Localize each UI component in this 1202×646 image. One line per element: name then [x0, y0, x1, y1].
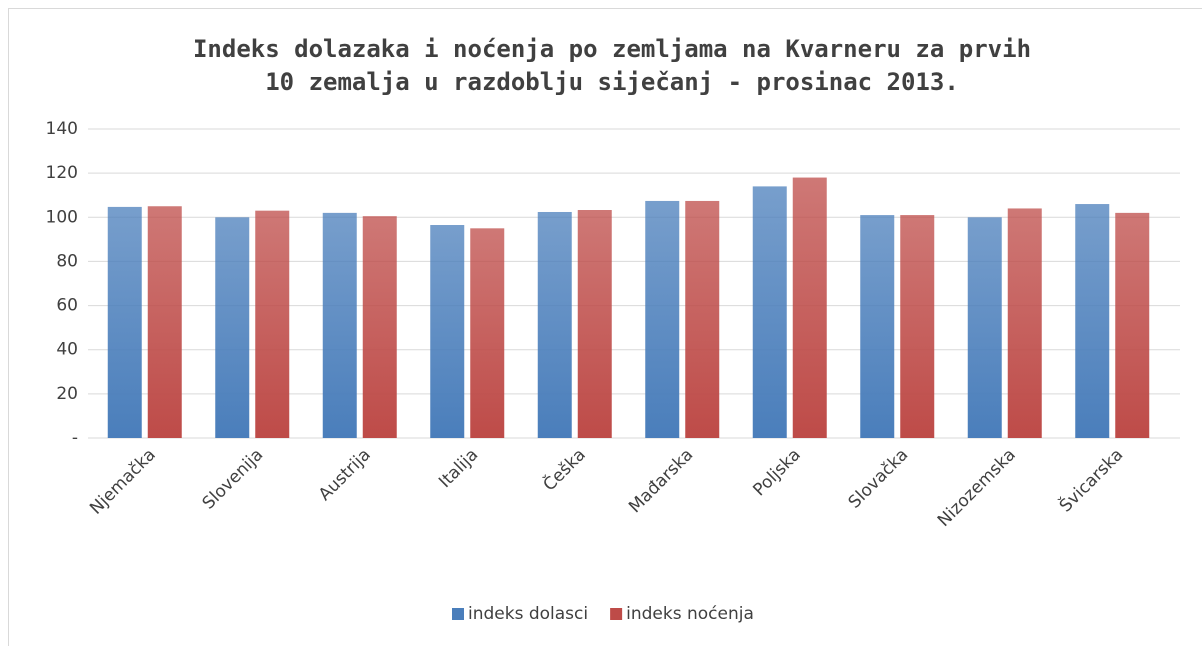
bar — [967, 217, 1002, 438]
bar — [470, 228, 505, 438]
y-tick-label: - — [72, 428, 78, 448]
x-tick-label: Češka — [538, 444, 590, 496]
x-tick-label: Poljska — [749, 445, 804, 500]
y-tick-label: 120 — [46, 163, 78, 183]
x-tick-label: Italija — [435, 445, 482, 492]
chart-title: 10 zemalja u razdoblju siječanj - prosin… — [265, 68, 959, 96]
y-tick-label: 140 — [46, 119, 78, 139]
bar — [860, 215, 895, 438]
legend-label: indeks noćenja — [626, 604, 754, 624]
y-tick-label: 60 — [56, 296, 78, 316]
legend-swatch — [452, 608, 464, 620]
y-tick-label: 40 — [56, 340, 78, 360]
x-tick-label: Mađarska — [625, 445, 697, 517]
bar — [362, 216, 397, 438]
bar — [577, 210, 612, 438]
bar — [900, 215, 935, 438]
chart-title: Indeks dolazaka i noćenja po zemljama na… — [193, 35, 1031, 63]
bar — [215, 217, 250, 438]
bar — [1115, 212, 1150, 438]
bar — [685, 200, 720, 438]
bar — [107, 206, 142, 438]
y-tick-label: 20 — [56, 384, 78, 404]
x-tick-label: Slovenija — [199, 445, 268, 514]
y-tick-label: 80 — [56, 251, 78, 271]
bar — [322, 212, 357, 438]
chart-frame — [8, 8, 1202, 646]
bar — [1075, 204, 1110, 438]
legend-label: indeks dolasci — [468, 604, 588, 624]
y-tick-label: 100 — [46, 207, 78, 227]
bar — [1007, 208, 1042, 438]
x-tick-label: Nizozemska — [934, 445, 1020, 531]
bar — [792, 177, 827, 439]
legend-swatch — [610, 608, 623, 620]
bar — [645, 200, 680, 438]
bar — [752, 186, 787, 438]
bar — [430, 225, 465, 438]
bar — [147, 206, 182, 438]
x-tick-label: Slovačka — [845, 445, 913, 513]
bar — [255, 210, 290, 438]
x-tick-label: Njemačka — [86, 445, 160, 519]
bar — [537, 211, 572, 438]
x-tick-label: Austrija — [315, 445, 375, 505]
x-tick-label: Švicarska — [1054, 444, 1127, 517]
